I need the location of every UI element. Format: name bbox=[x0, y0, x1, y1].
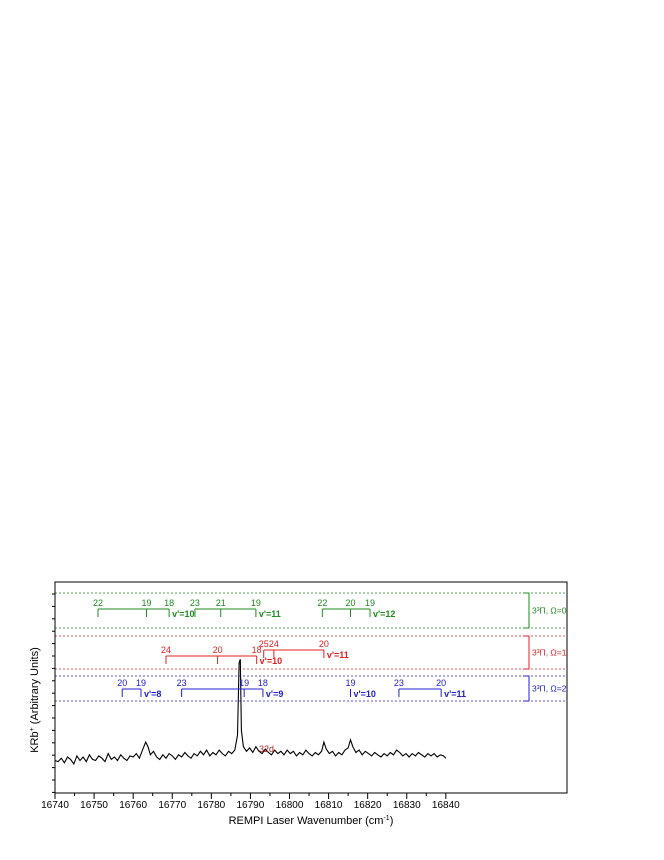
vibrational-label: v'=11 bbox=[259, 609, 281, 619]
x-tick-label: 16770 bbox=[158, 800, 186, 811]
rotational-label: 20 bbox=[319, 639, 329, 649]
rotational-label: 21 bbox=[216, 598, 226, 608]
vibrational-label: v'=10 bbox=[353, 689, 375, 699]
rotational-label: 25 bbox=[259, 639, 269, 649]
rotational-label: 19 bbox=[239, 678, 249, 688]
state-bracket bbox=[523, 635, 530, 670]
rotational-label: 19 bbox=[141, 598, 151, 608]
rotational-label: 19 bbox=[365, 598, 375, 608]
x-tick-label: 16840 bbox=[432, 800, 460, 811]
rotational-label: 22 bbox=[317, 598, 327, 608]
rotational-label: 22 bbox=[93, 598, 103, 608]
state-label: 3³Π, Ω=2 bbox=[532, 684, 567, 694]
rotational-label: 24 bbox=[161, 645, 171, 655]
plot-frame bbox=[54, 581, 568, 794]
state-bracket bbox=[523, 592, 530, 629]
rotational-label: 19 bbox=[136, 678, 146, 688]
rotational-label: 23 bbox=[190, 598, 200, 608]
rotational-label: 18 bbox=[164, 598, 174, 608]
rotational-label: 18 bbox=[252, 645, 262, 655]
peak-label: 32d bbox=[259, 744, 274, 754]
vibrational-label: v'=8 bbox=[144, 689, 161, 699]
vibrational-label: v'=10 bbox=[260, 656, 282, 666]
rotational-label: 20 bbox=[213, 645, 223, 655]
x-tick-label: 16790 bbox=[237, 800, 265, 811]
state-label: 3³Π, Ω=0 bbox=[532, 606, 567, 616]
state-label: 3³Π, Ω=1 bbox=[532, 648, 567, 658]
rotational-label: 20 bbox=[345, 598, 355, 608]
y-axis-label: KRb+ (Arbitrary Units) bbox=[29, 647, 41, 753]
x-tick-label: 16820 bbox=[354, 800, 382, 811]
x-tick-label: 16750 bbox=[80, 800, 108, 811]
x-tick-label: 16800 bbox=[276, 800, 304, 811]
vibrational-label: v'=10 bbox=[172, 609, 194, 619]
x-tick-label: 16740 bbox=[41, 800, 69, 811]
vibrational-label: v'=11 bbox=[327, 650, 349, 660]
x-tick-label: 16830 bbox=[393, 800, 421, 811]
rotational-label: 19 bbox=[345, 678, 355, 688]
rotational-label: 24 bbox=[269, 639, 279, 649]
rotational-label: 20 bbox=[117, 678, 127, 688]
spectrum-line bbox=[54, 659, 447, 766]
x-tick-label: 16810 bbox=[315, 800, 343, 811]
x-tick-label: 16780 bbox=[197, 800, 225, 811]
x-axis-label: REMPI Laser Wavenumber (cm-1) bbox=[229, 815, 394, 827]
vibrational-label: v'=9 bbox=[266, 689, 283, 699]
state-bracket bbox=[523, 675, 530, 702]
vibrational-label: v'=12 bbox=[373, 609, 395, 619]
rotational-label: 19 bbox=[251, 598, 261, 608]
x-tick-label: 16760 bbox=[119, 800, 147, 811]
rotational-label: 23 bbox=[177, 678, 187, 688]
rotational-label: 20 bbox=[436, 678, 446, 688]
rotational-label: 18 bbox=[258, 678, 268, 688]
rotational-label: 23 bbox=[394, 678, 404, 688]
vibrational-label: v'=11 bbox=[444, 689, 466, 699]
